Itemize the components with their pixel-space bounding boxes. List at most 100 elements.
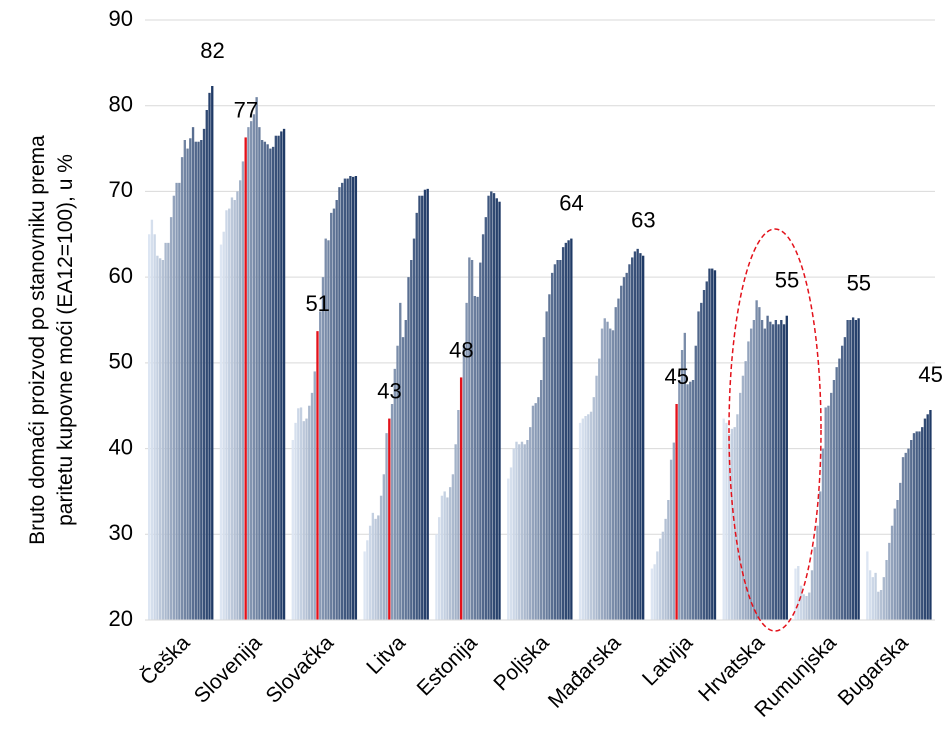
bar [893, 508, 896, 620]
x-tick-label: Mađarska [544, 631, 626, 713]
bar [161, 260, 165, 620]
bar [423, 189, 427, 620]
bar [691, 380, 695, 620]
bar [708, 268, 711, 620]
bar [319, 311, 322, 620]
bar [211, 86, 214, 620]
bar [609, 328, 612, 620]
bar [631, 257, 634, 620]
bar [760, 320, 764, 620]
bar [440, 495, 444, 620]
bar [393, 368, 396, 620]
bar [907, 448, 910, 620]
bar [689, 381, 692, 620]
bar [241, 161, 245, 620]
bar [368, 525, 372, 620]
bar [236, 191, 239, 620]
bar [260, 140, 264, 620]
bar [877, 591, 880, 620]
bar [481, 234, 485, 621]
bar [879, 590, 883, 620]
bar [581, 418, 584, 620]
bar [476, 296, 479, 620]
data-label: 55 [775, 268, 799, 293]
bar [741, 375, 745, 620]
bar [175, 182, 178, 620]
bar [529, 427, 532, 620]
data-label: 45 [918, 362, 942, 387]
bar [661, 531, 665, 620]
x-tick-label: Bugarska [834, 631, 913, 710]
bar [327, 240, 330, 621]
bar [550, 272, 554, 620]
bar [669, 459, 673, 620]
bar [537, 397, 540, 620]
bar [520, 441, 524, 620]
bar [901, 457, 905, 620]
data-label: 63 [631, 208, 655, 233]
y-axis-label: paritetu kupovne moći (EA12=100), u % [54, 154, 77, 526]
bar [918, 431, 921, 620]
bar [683, 332, 686, 620]
data-label: 48 [449, 337, 473, 362]
bar [686, 384, 689, 620]
bar [191, 127, 195, 621]
bar [774, 320, 777, 620]
bar [633, 251, 637, 620]
bar [249, 121, 253, 621]
bar [310, 392, 314, 620]
y-tick-label: 60 [109, 263, 133, 288]
bar [377, 515, 380, 620]
bar [495, 198, 498, 621]
bar [824, 407, 827, 620]
bar [208, 92, 211, 621]
data-label: 43 [377, 379, 401, 404]
bar [667, 500, 670, 620]
bar [228, 208, 231, 621]
x-tick-label: Hrvatska [694, 631, 769, 706]
bar [620, 285, 623, 620]
bar [830, 392, 833, 620]
bar [205, 110, 208, 620]
bar [912, 433, 916, 620]
bar [294, 422, 297, 620]
bar [274, 135, 278, 620]
bar [454, 444, 457, 620]
bar [421, 195, 424, 620]
bar [780, 320, 783, 620]
bar [219, 244, 223, 621]
bar [622, 277, 626, 620]
bar [148, 234, 151, 621]
bar [587, 414, 590, 620]
bar [189, 138, 192, 621]
bar [233, 200, 236, 620]
bar [332, 208, 336, 621]
bar [840, 345, 844, 620]
bar [459, 377, 463, 620]
bar [641, 255, 645, 620]
bar [363, 551, 366, 620]
x-tick-label: Poljska [489, 631, 553, 695]
bar [473, 296, 477, 620]
bar [890, 525, 894, 620]
bar [153, 234, 156, 621]
data-label: 45 [665, 364, 689, 389]
bar [222, 231, 225, 620]
bar [385, 433, 388, 620]
bar [614, 307, 617, 620]
bar [371, 512, 375, 620]
bar [239, 180, 242, 621]
bar [592, 397, 595, 620]
bar [797, 566, 800, 620]
bar [680, 350, 684, 620]
bar [808, 592, 811, 620]
y-tick-label: 50 [109, 349, 133, 374]
bar [349, 176, 352, 620]
bar [308, 405, 311, 620]
bar [725, 422, 728, 620]
bar [465, 302, 468, 620]
bar [291, 440, 294, 620]
bar [636, 248, 639, 620]
bar [540, 380, 543, 620]
